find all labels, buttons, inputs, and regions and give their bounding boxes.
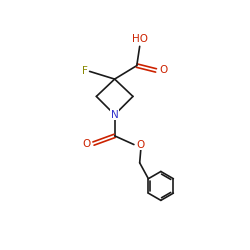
- Text: O: O: [159, 66, 167, 76]
- Text: N: N: [111, 110, 118, 120]
- Text: HO: HO: [132, 34, 148, 44]
- Text: O: O: [82, 138, 90, 148]
- Text: F: F: [82, 66, 88, 76]
- Text: O: O: [136, 140, 144, 149]
